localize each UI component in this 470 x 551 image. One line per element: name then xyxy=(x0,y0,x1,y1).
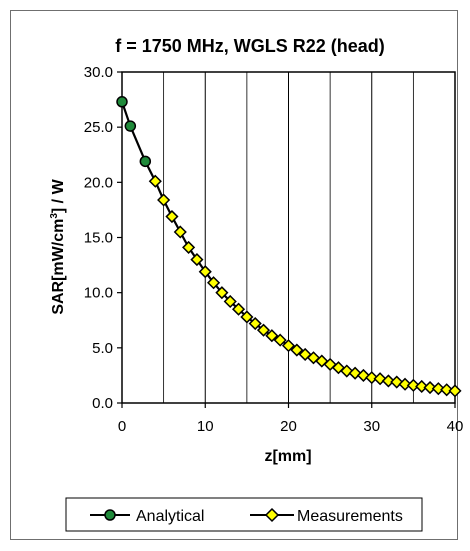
measurement-point xyxy=(423,380,437,395)
measurement-point xyxy=(390,375,404,389)
x-tick-label: 40 xyxy=(447,418,464,435)
grid-lines xyxy=(163,72,414,403)
measurement-point xyxy=(373,372,387,386)
y-axis-title-main: SAR[mW/cm xyxy=(50,219,67,315)
measurement-point xyxy=(207,276,221,290)
measurement-point xyxy=(381,374,395,388)
measurement-point xyxy=(448,384,462,398)
measurement-point xyxy=(256,323,271,337)
x-axis-ticks: 0 10 20 30 40 xyxy=(118,403,464,435)
measurement-point xyxy=(190,253,204,267)
measurement-point xyxy=(356,368,370,382)
measurement-point xyxy=(223,294,237,309)
chart-title: f = 1750 MHz, WGLS R22 (head) xyxy=(115,36,385,56)
measurement-point xyxy=(148,174,162,188)
measurement-point xyxy=(248,316,262,331)
y-axis-ticks: 0.0 5.0 10.0 15.0 20.0 25.0 30.0 xyxy=(84,64,122,412)
legend-marker-measurements xyxy=(264,507,280,523)
x-tick-label: 0 xyxy=(118,418,126,435)
y-tick-label: 25.0 xyxy=(84,119,113,136)
measurement-point xyxy=(290,343,304,357)
measurement-point xyxy=(273,333,287,347)
measurement-point xyxy=(406,378,420,392)
measurement-point xyxy=(215,286,229,300)
y-tick-label: 15.0 xyxy=(84,230,113,247)
measurement-point xyxy=(415,379,429,394)
measurement-point xyxy=(240,310,254,324)
measurement-point xyxy=(398,377,412,391)
x-axis-title: z[mm] xyxy=(264,448,311,465)
legend-label-measurements: Measurements xyxy=(297,508,403,525)
series-markers xyxy=(116,96,462,398)
measurement-point xyxy=(440,383,454,397)
y-tick-label: 30.0 xyxy=(84,64,113,81)
measurement-point xyxy=(231,302,246,316)
measurement-point xyxy=(182,240,196,254)
measurement-point xyxy=(198,265,212,279)
x-tick-label: 30 xyxy=(363,418,380,435)
y-axis-title: SAR[mW/cm3] / W xyxy=(49,178,67,314)
x-tick-label: 10 xyxy=(197,418,214,435)
y-tick-label: 5.0 xyxy=(92,340,113,357)
y-tick-label: 20.0 xyxy=(84,174,113,191)
y-tick-label: 0.0 xyxy=(92,395,113,412)
analytical-point xyxy=(116,96,128,108)
x-tick-label: 20 xyxy=(280,418,297,435)
y-axis-title-superscript: 3 xyxy=(49,213,60,219)
legend-marker-analytical xyxy=(104,509,116,521)
y-tick-label: 10.0 xyxy=(84,285,113,302)
measurement-point xyxy=(265,329,279,343)
legend-item-measurements: Measurements xyxy=(250,507,403,525)
chart-frame xyxy=(10,10,458,540)
analytical-point xyxy=(124,120,137,132)
legend-item-analytical: Analytical xyxy=(90,508,204,525)
measurement-point xyxy=(157,193,171,207)
y-axis-title-suffix: ] / W xyxy=(50,178,67,213)
legend-label-analytical: Analytical xyxy=(136,508,204,525)
measurement-point xyxy=(165,209,179,224)
measurement-point xyxy=(173,225,187,239)
analytical-point xyxy=(139,155,152,168)
measurement-point xyxy=(281,339,296,353)
measurement-point xyxy=(365,371,379,385)
measurement-point xyxy=(431,382,445,396)
